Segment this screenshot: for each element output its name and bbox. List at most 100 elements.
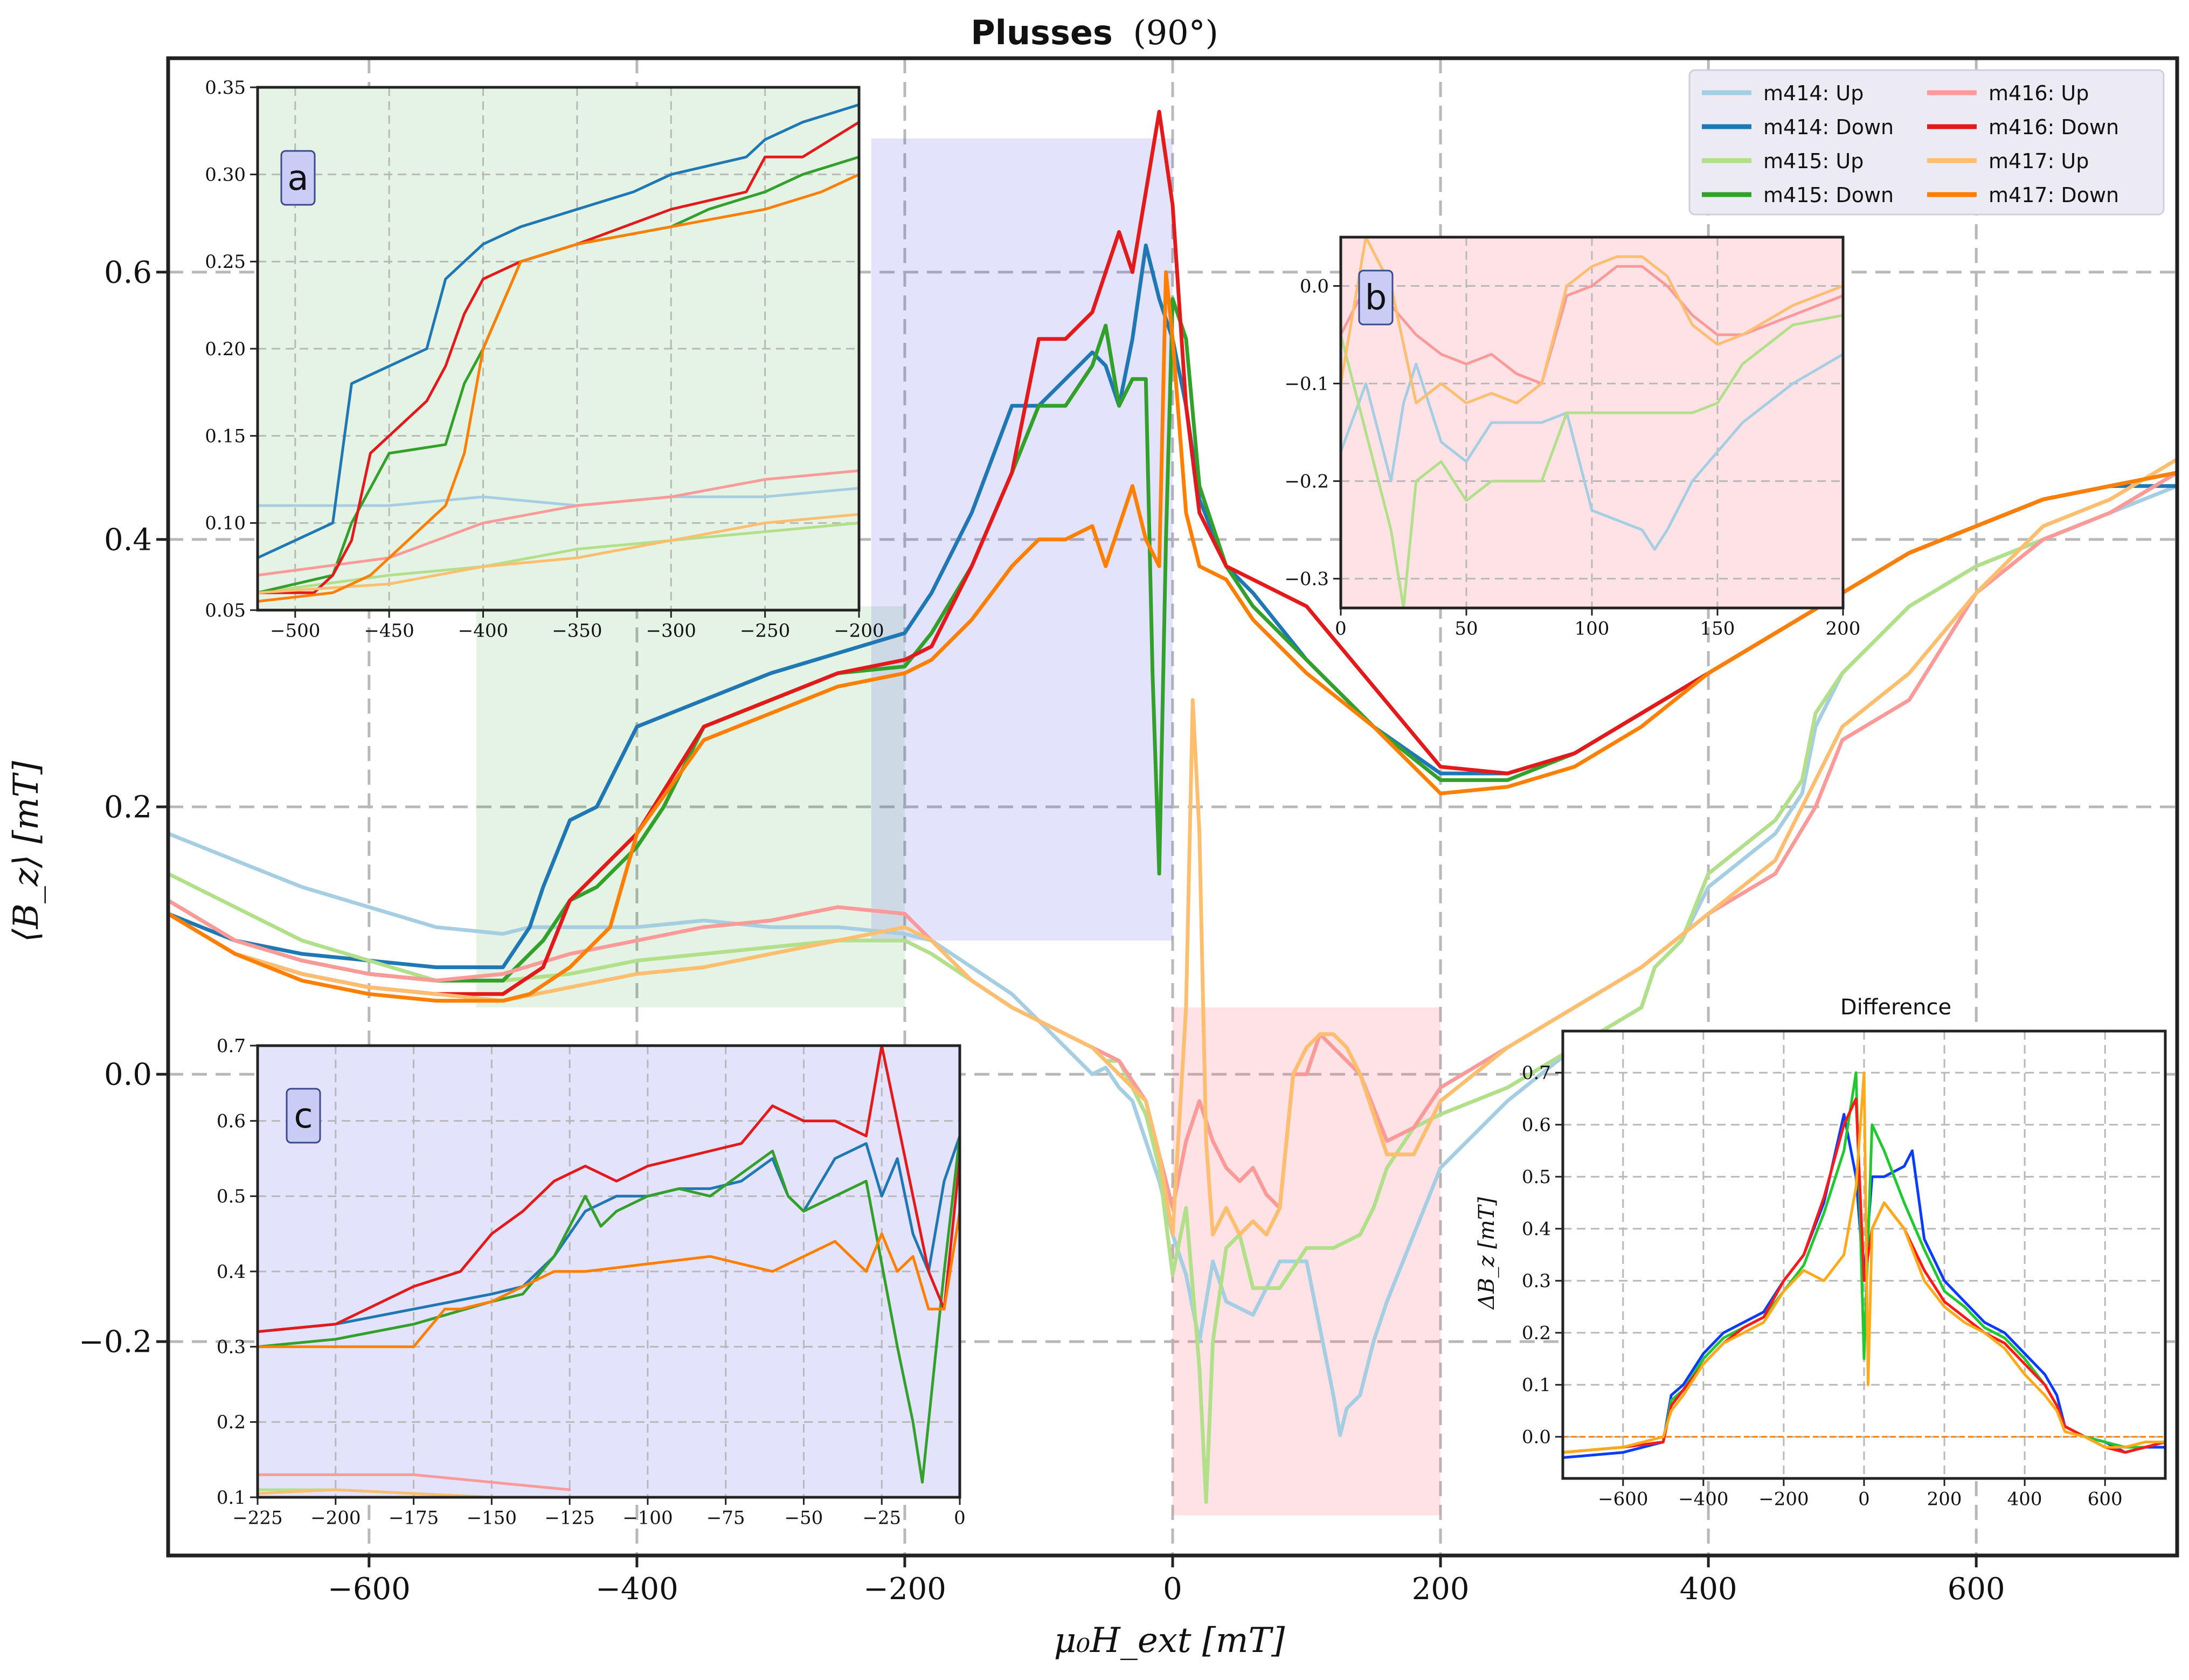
inset-b-y-tick-label: −0.2 bbox=[1284, 471, 1329, 493]
main-y-tick-label: 0.2 bbox=[104, 790, 152, 825]
main-y-tick-label: 0.0 bbox=[104, 1057, 152, 1093]
inset-difference-y-tick-label: 0.2 bbox=[1522, 1323, 1551, 1344]
inset-b-x-tick-label: 50 bbox=[1454, 618, 1478, 640]
inset-c-series-line-5 bbox=[258, 1046, 960, 1333]
inset-difference-x-tick-label: 600 bbox=[2088, 1489, 2123, 1510]
inset-c-panel-label: c bbox=[294, 1096, 313, 1136]
legend-box bbox=[1688, 69, 2165, 216]
legend-entry: m415: Down bbox=[1763, 183, 1894, 207]
main-title-suffix: (90°) bbox=[1133, 13, 1218, 52]
inset-c-y-tick-label: 0.6 bbox=[217, 1111, 246, 1132]
inset-c-series-line-7 bbox=[258, 1209, 960, 1349]
inset-a-series-line-5 bbox=[258, 121, 859, 594]
inset-b-series-line-3 bbox=[1341, 237, 1843, 405]
inset-a-panel-label-box bbox=[280, 150, 316, 206]
main-x-tick-label: 600 bbox=[1948, 1572, 2005, 1607]
inset-b-grid bbox=[1341, 237, 1843, 608]
inset-b-panel-label-box bbox=[1358, 269, 1394, 326]
legend-entry: m414: Up bbox=[1763, 81, 1864, 105]
inset-a-series-line-2 bbox=[258, 521, 859, 594]
inset-a-y-tick-label: 0.35 bbox=[205, 77, 246, 99]
inset-a-series-line-1 bbox=[258, 103, 859, 559]
main-x-axis-label: μ₀H_ext [mT] bbox=[1054, 1621, 1285, 1661]
inset-b-series-line-1 bbox=[1341, 314, 1843, 608]
inset-c-grid bbox=[258, 1046, 960, 1497]
inset-c-y-tick-label: 0.1 bbox=[217, 1487, 246, 1509]
legend-entry: m417: Up bbox=[1989, 149, 2089, 173]
legend-entry: m415: Up bbox=[1763, 149, 1864, 173]
inset-a-x-tick-label: −400 bbox=[458, 620, 508, 642]
inset-c-x-tick-label: −125 bbox=[544, 1508, 594, 1529]
inset-difference-x-tick-label: 0 bbox=[1858, 1489, 1870, 1510]
main-x-tick-label: −400 bbox=[595, 1572, 678, 1607]
main-title-text: Plusses bbox=[971, 13, 1113, 52]
inset-b-series-line-2 bbox=[1341, 265, 1843, 385]
inset-c-y-tick-label: 0.7 bbox=[217, 1035, 246, 1057]
inset-difference-y-tick-label: 0.3 bbox=[1522, 1270, 1551, 1292]
inset-difference-x-tick-label: 200 bbox=[1927, 1489, 1962, 1510]
main-series-line-7 bbox=[168, 270, 2177, 1003]
inset-c-panel-label-box bbox=[286, 1088, 321, 1144]
legend-entry: m416: Up bbox=[1989, 81, 2089, 105]
shaded-region-c bbox=[871, 138, 1173, 941]
inset-a-y-tick-label: 0.15 bbox=[205, 426, 246, 447]
main-series-line-6 bbox=[168, 457, 2177, 1237]
inset-c-x-tick-label: −175 bbox=[389, 1508, 439, 1529]
main-x-tick-label: −200 bbox=[863, 1572, 946, 1607]
legend-entry: m417: Down bbox=[1989, 183, 2119, 207]
inset-c-y-tick-label: 0.3 bbox=[217, 1337, 246, 1358]
inset-b-x-tick-label: 150 bbox=[1700, 618, 1735, 640]
inset-c-y-tick-label: 0.4 bbox=[217, 1261, 246, 1283]
inset-c-x-tick-label: 0 bbox=[954, 1508, 966, 1529]
inset-difference-y-tick-label: 0.6 bbox=[1522, 1115, 1551, 1136]
inset-c-series-line-1 bbox=[258, 1135, 960, 1333]
inset-difference-x-tick-label: −600 bbox=[1598, 1489, 1648, 1510]
inset-c-x-tick-label: −200 bbox=[310, 1508, 361, 1529]
inset-difference-series-line-3 bbox=[1563, 1071, 2165, 1454]
inset-c-x-tick-label: −100 bbox=[622, 1508, 673, 1529]
inset-b-x-tick-label: 0 bbox=[1335, 618, 1347, 640]
inset-b-x-tick-label: 200 bbox=[1826, 618, 1861, 640]
inset-b-x-tick-label: 100 bbox=[1575, 618, 1610, 640]
inset-difference-y-tick-label: 0.4 bbox=[1522, 1219, 1551, 1240]
legend-entry: m416: Down bbox=[1989, 115, 2119, 139]
legend: m414: Up m414: Down m415: Up m415: Down m416… bbox=[1688, 69, 2165, 216]
main-y-tick-label: 0.6 bbox=[104, 255, 152, 290]
inset-a-y-tick-label: 0.30 bbox=[205, 164, 246, 186]
inset-b-y-tick-label: −0.1 bbox=[1284, 373, 1329, 395]
inset-difference-y-tick-label: 0.1 bbox=[1522, 1374, 1551, 1396]
inset-difference-y-tick-label: 0.5 bbox=[1522, 1166, 1551, 1188]
inset-a-y-tick-label: 0.10 bbox=[205, 513, 246, 534]
inset-a-x-tick-label: −200 bbox=[834, 620, 884, 642]
inset-difference-x-tick-label: 400 bbox=[2007, 1489, 2042, 1510]
inset-c-x-tick-label: −25 bbox=[862, 1508, 901, 1529]
main-y-tick-label: 0.4 bbox=[104, 523, 152, 558]
inset-a-x-tick-label: −350 bbox=[552, 620, 602, 642]
inset-a: −500 −450 −400 −350 −300 −250 −200 0.05 0.10 0.15… bbox=[205, 77, 884, 642]
legend-entry: m414: Down bbox=[1763, 115, 1894, 139]
inset-b-y-tick-label: 0.0 bbox=[1300, 275, 1329, 297]
inset-c-y-tick-label: 0.2 bbox=[217, 1412, 246, 1433]
main-x-tick-label: 0 bbox=[1163, 1572, 1182, 1607]
inset-a-x-tick-label: −500 bbox=[270, 620, 320, 642]
main-x-tick-label: 400 bbox=[1680, 1572, 1737, 1607]
inset-difference-y-tick-label: 0.7 bbox=[1522, 1062, 1551, 1084]
main-y-tick-label: −0.2 bbox=[79, 1325, 152, 1360]
inset-a-x-tick-label: −450 bbox=[364, 620, 414, 642]
inset-c-x-tick-label: −50 bbox=[785, 1508, 823, 1529]
inset-c-x-tick-label: −150 bbox=[467, 1508, 517, 1529]
inset-difference-y-tick-label: 0.0 bbox=[1522, 1427, 1551, 1448]
inset-a-x-tick-label: −250 bbox=[740, 620, 790, 642]
main-x-tick-label: −600 bbox=[328, 1572, 411, 1607]
inset-c-series-line-3 bbox=[258, 1135, 960, 1484]
inset-a-series-line-7 bbox=[258, 173, 859, 603]
inset-a-x-tick-label: −300 bbox=[646, 620, 696, 642]
inset-b: 0 50 100 150 200 −0.3 −0.2 −0.1 0.0 b bbox=[1284, 236, 1861, 640]
inset-b-y-tick-label: −0.3 bbox=[1284, 569, 1329, 590]
inset-c-series-line-6 bbox=[258, 1488, 493, 1497]
inset-b-panel-label: b bbox=[1365, 278, 1387, 318]
inset-a-panel-label: a bbox=[287, 158, 308, 198]
inset-c: −225 −200 −175 −150 −125 −100 −75 −50 −25 0 0.1 0.2… bbox=[217, 1035, 966, 1529]
inset-c-y-tick-label: 0.5 bbox=[217, 1186, 246, 1207]
